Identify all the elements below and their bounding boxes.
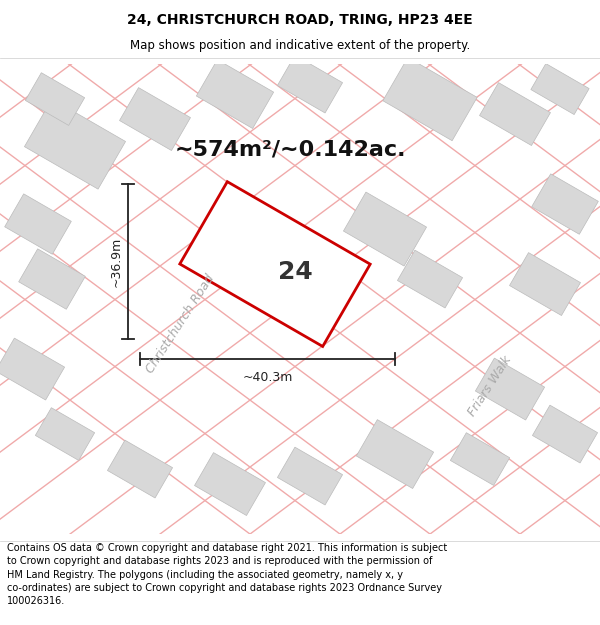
Polygon shape xyxy=(194,452,265,516)
Polygon shape xyxy=(451,432,509,486)
Polygon shape xyxy=(0,338,65,400)
Polygon shape xyxy=(25,72,85,126)
Polygon shape xyxy=(509,253,580,316)
Polygon shape xyxy=(356,419,434,489)
Polygon shape xyxy=(35,408,95,461)
Polygon shape xyxy=(397,250,463,308)
Polygon shape xyxy=(25,99,125,189)
Text: Friars Walk: Friars Walk xyxy=(466,354,514,419)
Polygon shape xyxy=(277,55,343,113)
Polygon shape xyxy=(277,447,343,505)
Polygon shape xyxy=(107,440,173,498)
Polygon shape xyxy=(475,358,545,420)
Polygon shape xyxy=(119,88,190,151)
Text: ~40.3m: ~40.3m xyxy=(242,371,293,384)
Polygon shape xyxy=(180,182,370,346)
Polygon shape xyxy=(383,58,477,141)
Polygon shape xyxy=(532,174,598,234)
Text: 24, CHRISTCHURCH ROAD, TRING, HP23 4EE: 24, CHRISTCHURCH ROAD, TRING, HP23 4EE xyxy=(127,12,473,27)
Polygon shape xyxy=(196,59,274,129)
Text: Christchurch Road: Christchurch Road xyxy=(143,272,217,376)
Text: ~36.9m: ~36.9m xyxy=(110,236,123,287)
Text: Contains OS data © Crown copyright and database right 2021. This information is : Contains OS data © Crown copyright and d… xyxy=(7,543,448,606)
Text: Map shows position and indicative extent of the property.: Map shows position and indicative extent… xyxy=(130,39,470,52)
Text: 24: 24 xyxy=(278,260,313,284)
Polygon shape xyxy=(5,194,71,254)
Text: ~574m²/~0.142ac.: ~574m²/~0.142ac. xyxy=(175,139,407,159)
Polygon shape xyxy=(343,192,427,266)
Polygon shape xyxy=(531,64,589,114)
Polygon shape xyxy=(19,249,85,309)
Polygon shape xyxy=(532,405,598,463)
Polygon shape xyxy=(479,82,550,146)
